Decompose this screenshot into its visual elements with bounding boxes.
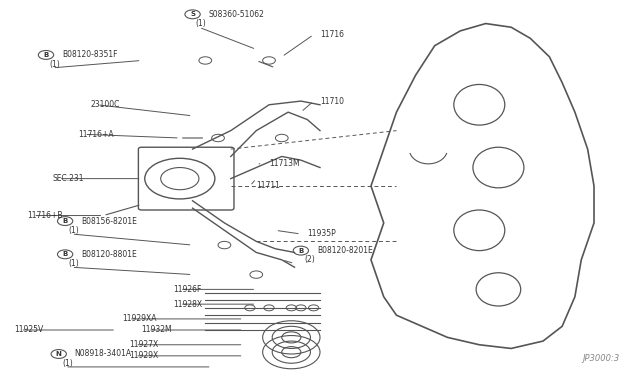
- Text: 11925V: 11925V: [14, 326, 44, 334]
- Text: (1): (1): [68, 259, 79, 268]
- Text: N: N: [56, 351, 61, 357]
- Text: 11716+B: 11716+B: [27, 211, 62, 220]
- Text: B08120-8351F: B08120-8351F: [62, 51, 117, 60]
- Text: 11711: 11711: [256, 182, 280, 190]
- Text: (2): (2): [304, 255, 315, 264]
- Text: S08360-51062: S08360-51062: [209, 10, 264, 19]
- Text: 11935P: 11935P: [307, 230, 336, 238]
- Text: 11929XA: 11929XA: [122, 314, 157, 323]
- Text: (1): (1): [62, 359, 73, 368]
- Text: 11929X: 11929X: [129, 351, 158, 360]
- Text: B: B: [63, 218, 68, 224]
- Text: S: S: [190, 11, 195, 17]
- Text: (1): (1): [196, 19, 207, 28]
- Text: B08156-8201E: B08156-8201E: [81, 217, 137, 225]
- Text: 23100C: 23100C: [91, 100, 120, 109]
- Text: B08120-8801E: B08120-8801E: [81, 250, 137, 259]
- Text: SEC.231: SEC.231: [52, 174, 84, 183]
- Text: N08918-3401A: N08918-3401A: [75, 350, 132, 359]
- Text: B: B: [44, 52, 49, 58]
- Text: 11927X: 11927X: [129, 340, 158, 349]
- Text: B: B: [298, 248, 303, 254]
- Text: B: B: [63, 251, 68, 257]
- Text: 11716+A: 11716+A: [78, 130, 113, 139]
- Text: 11713M: 11713M: [269, 159, 300, 169]
- Text: 11932M: 11932M: [141, 326, 172, 334]
- Text: 11716: 11716: [320, 30, 344, 39]
- Text: B08120-8201E: B08120-8201E: [317, 246, 372, 255]
- Text: JP3000:3: JP3000:3: [582, 354, 620, 363]
- Text: 11926F: 11926F: [173, 285, 202, 294]
- Text: 11710: 11710: [320, 97, 344, 106]
- Text: (1): (1): [49, 60, 60, 69]
- Text: (1): (1): [68, 226, 79, 235]
- Text: 11928X: 11928X: [173, 300, 203, 309]
